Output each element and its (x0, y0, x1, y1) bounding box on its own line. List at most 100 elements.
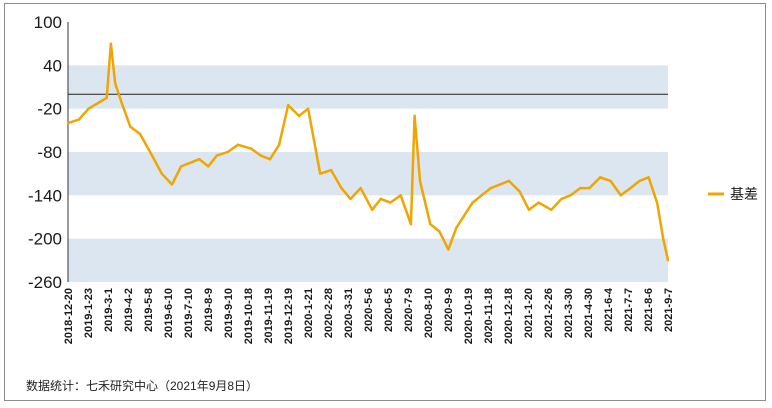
data-point (170, 183, 174, 186)
data-point (455, 226, 458, 229)
x-tick-label: 2021-9-7 (663, 288, 675, 332)
y-tick-label: -260 (28, 273, 62, 292)
data-point (413, 114, 416, 118)
data-point (588, 186, 591, 190)
shaded-band-0 (68, 65, 668, 109)
data-point (518, 190, 521, 193)
data-point (249, 147, 252, 150)
x-tick-label: 2020-8-10 (423, 288, 435, 338)
data-point (389, 201, 392, 204)
data-point (277, 143, 281, 146)
data-point (319, 172, 322, 175)
data-point (120, 100, 123, 103)
data-point (662, 237, 665, 240)
y-tick-label: 40 (43, 56, 62, 75)
data-point (236, 143, 240, 146)
data-point (359, 186, 362, 190)
x-tick-label: 2021-1-20 (523, 288, 535, 338)
data-point (599, 176, 602, 179)
data-point (150, 154, 154, 157)
y-tick-label: -200 (28, 230, 62, 249)
data-point (114, 82, 117, 85)
x-tick-label: 2020-9-9 (443, 288, 455, 332)
data-point (418, 179, 422, 183)
x-tick-label: 2020-5-6 (363, 288, 375, 332)
x-tick-label: 2019-7-10 (183, 288, 195, 338)
x-tick-label: 2020-2-28 (323, 288, 335, 338)
data-point (297, 114, 301, 118)
data-point (489, 186, 492, 190)
data-point (480, 194, 483, 197)
x-tick-label: 2019-4-2 (123, 288, 135, 332)
data-point (66, 121, 70, 125)
data-point (189, 161, 192, 164)
x-tick-label: 2020-12-18 (503, 288, 515, 344)
x-tick-label: 2021-4-30 (583, 288, 595, 338)
data-point (99, 100, 102, 103)
x-tick-label: 2020-1-21 (303, 288, 315, 338)
x-tick-label: 2019-10-18 (243, 288, 255, 344)
x-tick-label: 2019-1-23 (83, 288, 95, 338)
y-tick-label: -140 (28, 186, 62, 205)
data-point (429, 223, 432, 226)
data-point (306, 107, 310, 110)
x-tick-label: 2020-10-19 (463, 288, 475, 344)
y-tick-label: -80 (37, 143, 62, 162)
data-point (138, 132, 142, 136)
x-tick-label: 2020-11-18 (483, 288, 495, 344)
x-tick-label: 2019-6-10 (163, 288, 175, 338)
x-tick-label: 2019-9-10 (223, 288, 235, 338)
data-point (179, 165, 183, 168)
data-point (560, 197, 563, 201)
data-point (105, 96, 108, 100)
data-point (507, 179, 511, 183)
data-point (287, 103, 290, 107)
x-tick-label: 2020-7-9 (403, 288, 415, 332)
data-point (129, 125, 132, 128)
data-point (438, 230, 441, 233)
x-tick-label: 2019-11-19 (263, 288, 275, 344)
x-tick-label: 2021-8-6 (643, 288, 655, 332)
shaded-band-2 (68, 238, 668, 282)
data-point (349, 197, 352, 201)
x-tick-label: 2021-2-26 (543, 288, 555, 338)
data-point (619, 194, 622, 197)
shaded-band-1 (68, 152, 668, 196)
data-point (207, 165, 210, 168)
data-point (609, 179, 612, 183)
x-tick-label: 2021-6-4 (603, 287, 615, 332)
data-point (629, 186, 632, 190)
data-point (340, 186, 343, 190)
data-point (579, 186, 582, 190)
data-point (268, 158, 272, 161)
y-tick-label: -20 (37, 100, 62, 119)
data-point (569, 194, 572, 197)
data-point (399, 194, 402, 197)
data-point (471, 201, 474, 204)
data-point (537, 201, 540, 204)
x-tick-label: 2021-7-7 (623, 288, 635, 332)
x-tick-label: 2020-6-5 (383, 288, 395, 332)
data-point (655, 201, 659, 204)
data-point (77, 118, 81, 121)
data-point (498, 183, 502, 186)
data-point (638, 179, 641, 183)
data-point (109, 42, 113, 45)
data-point (371, 208, 374, 211)
x-tick-label: 2019-12-19 (283, 288, 295, 344)
data-point (666, 259, 670, 262)
data-point (226, 150, 229, 154)
source-note: 数据统计：七禾研究中心（2021年9月8日） (26, 379, 259, 393)
x-tick-label: 2019-3-1 (103, 288, 115, 332)
x-tick-label: 2019-8-9 (203, 288, 215, 332)
legend-label: 基差 (730, 186, 758, 202)
x-tick-label: 2021-3-30 (563, 288, 575, 338)
data-point (379, 197, 382, 201)
x-tick-label: 2019-5-8 (143, 288, 155, 332)
data-point (329, 168, 333, 172)
x-tick-label: 2018-12-20 (63, 288, 75, 344)
data-point (647, 176, 650, 179)
data-point (527, 208, 531, 211)
data-point (198, 158, 201, 161)
